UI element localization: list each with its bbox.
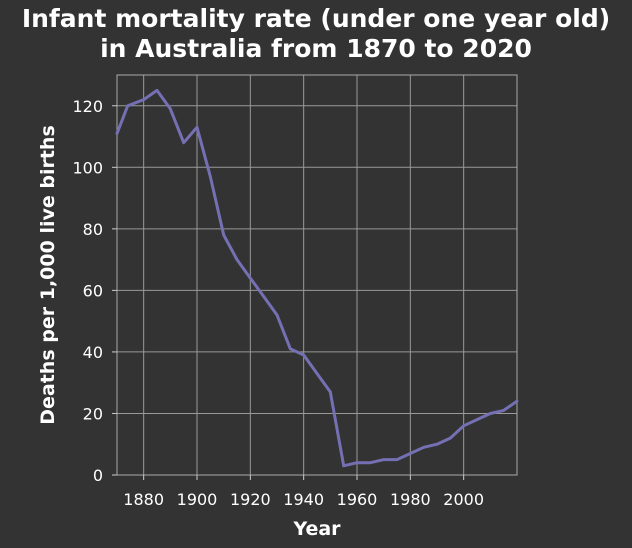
x-axis-label: Year: [292, 518, 341, 540]
y-tick-label: 20: [83, 404, 103, 423]
x-tick-label: 1940: [283, 490, 324, 509]
x-tick-label: 1960: [337, 490, 378, 509]
series-line: [115, 88, 519, 468]
y-tick-label: 40: [83, 343, 103, 362]
y-tick-label: 80: [83, 220, 103, 239]
x-tick-label: 1900: [177, 490, 218, 509]
x-tick-label: 1880: [123, 490, 164, 509]
chart-title-line-1: Infant mortality rate (under one year ol…: [21, 4, 611, 33]
chart-title: Infant mortality rate (under one year ol…: [0, 4, 632, 64]
y-tick-label: 0: [93, 466, 103, 485]
y-tick-label: 100: [72, 158, 103, 177]
plot-frame: [116, 74, 518, 476]
grid: [117, 75, 517, 476]
ticks: 1880 1900 1920 1940 1960 1980 2000 0 20 40 60 80 100…: [72, 97, 484, 509]
y-tick-label: 60: [83, 281, 103, 300]
x-tick-label: 1980: [390, 490, 431, 509]
x-tick-label: 2000: [443, 490, 484, 509]
x-tick-label: 1920: [230, 490, 271, 509]
y-axis-label: Deaths per 1,000 live births: [37, 125, 59, 425]
y-tick-label: 120: [72, 97, 103, 116]
chart-title-line-2: in Australia from 1870 to 2020: [100, 34, 532, 63]
